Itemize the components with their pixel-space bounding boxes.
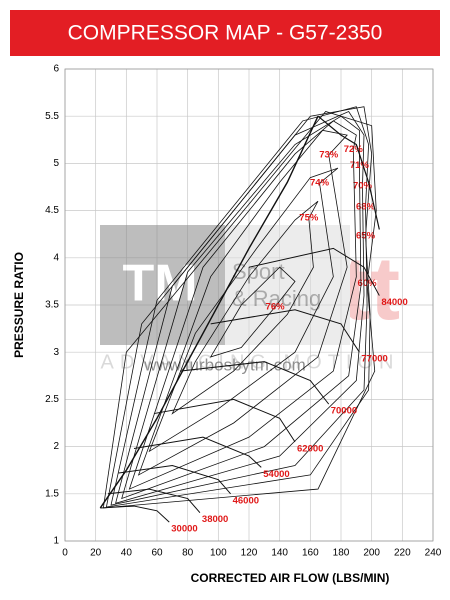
watermark-tm: TM xyxy=(122,255,197,313)
island-label: 76% xyxy=(266,301,286,312)
efficiency-island xyxy=(121,115,362,500)
x-tick-label: 60 xyxy=(151,548,163,559)
x-tick-label: 140 xyxy=(271,548,288,559)
efficiency-island xyxy=(148,167,339,453)
efficiency-island xyxy=(105,106,373,508)
y-tick-label: 3.5 xyxy=(45,300,59,311)
x-tick-label: 240 xyxy=(425,548,442,559)
x-tick-label: 40 xyxy=(121,548,133,559)
x-tick-label: 220 xyxy=(394,548,411,559)
y-tick-label: 1.5 xyxy=(45,488,59,499)
y-tick-label: 4.5 xyxy=(45,205,59,216)
speed-label: 54000 xyxy=(263,469,289,480)
efficiency-island xyxy=(115,110,365,504)
x-tick-label: 20 xyxy=(90,548,102,559)
island-label: 60% xyxy=(358,278,378,289)
x-axis-label: CORRECTED AIR FLOW (LBS/MIN) xyxy=(191,571,390,585)
surge-line xyxy=(99,115,319,509)
watermark-tagline: ADVANCING MOTION xyxy=(101,351,400,373)
x-tick-label: 100 xyxy=(210,548,227,559)
speed-line xyxy=(100,505,170,523)
y-tick-label: 4 xyxy=(53,252,59,263)
efficiency-island xyxy=(102,111,377,509)
island-label: 74% xyxy=(310,178,330,189)
speed-label: 84000 xyxy=(381,297,407,308)
watermark-racing: & Racing xyxy=(232,286,321,311)
y-axis-label: PRESSURE RATIO xyxy=(12,252,26,358)
speed-line xyxy=(179,361,330,405)
y-tick-label: 5 xyxy=(53,158,59,169)
efficiency-island xyxy=(110,106,370,506)
y-tick-label: 6 xyxy=(53,64,59,75)
efficiency-island xyxy=(171,200,319,415)
speed-line xyxy=(210,309,360,353)
island-label: 75% xyxy=(299,213,319,224)
island-label: 72% xyxy=(344,144,364,155)
y-tick-label: 2 xyxy=(53,441,59,452)
x-tick-label: 120 xyxy=(241,548,258,559)
speed-label: 77000 xyxy=(361,354,387,365)
x-tick-label: 0 xyxy=(62,548,68,559)
speed-label: 38000 xyxy=(202,514,228,525)
chart-title: COMPRESSOR MAP - G57-2350 xyxy=(68,22,383,45)
watermark: Garrett ADVANCING MOTION TM Sport & Raci… xyxy=(100,225,400,374)
speed-line xyxy=(248,247,380,296)
island-label: 73% xyxy=(319,149,339,160)
title-bar xyxy=(10,10,440,56)
island-label: 71% xyxy=(350,160,370,171)
efficiency-island xyxy=(137,129,348,476)
y-tick-label: 2.5 xyxy=(45,394,59,405)
speed-line xyxy=(107,488,201,514)
y-tick-label: 5.5 xyxy=(45,111,59,122)
speed-line xyxy=(118,464,231,495)
speed-label: 70000 xyxy=(331,406,357,417)
choke-line xyxy=(317,115,380,230)
speed-line xyxy=(153,398,296,443)
speed-label: 62000 xyxy=(297,443,323,454)
speed-label: 30000 xyxy=(171,524,197,535)
plot-frame xyxy=(64,68,434,542)
y-tick-label: 3 xyxy=(53,347,59,358)
grid: 11.522.533.544.555.560 20 40 60 80 100 120 140 1… xyxy=(45,64,442,559)
x-tick-label: 160 xyxy=(302,548,319,559)
speed-line xyxy=(133,436,262,468)
watermark-url: www.turbosbytm.com xyxy=(143,355,306,374)
speed-label: 46000 xyxy=(233,495,259,506)
x-tick-label: 80 xyxy=(182,548,194,559)
island-label: 68% xyxy=(356,201,376,212)
x-tick-label: 200 xyxy=(363,548,380,559)
x-tick-label: 180 xyxy=(333,548,350,559)
island-label: 70% xyxy=(353,181,373,192)
y-tick-label: 1 xyxy=(53,536,59,547)
efficiency-island xyxy=(128,120,357,490)
efficiency-island xyxy=(209,266,296,358)
